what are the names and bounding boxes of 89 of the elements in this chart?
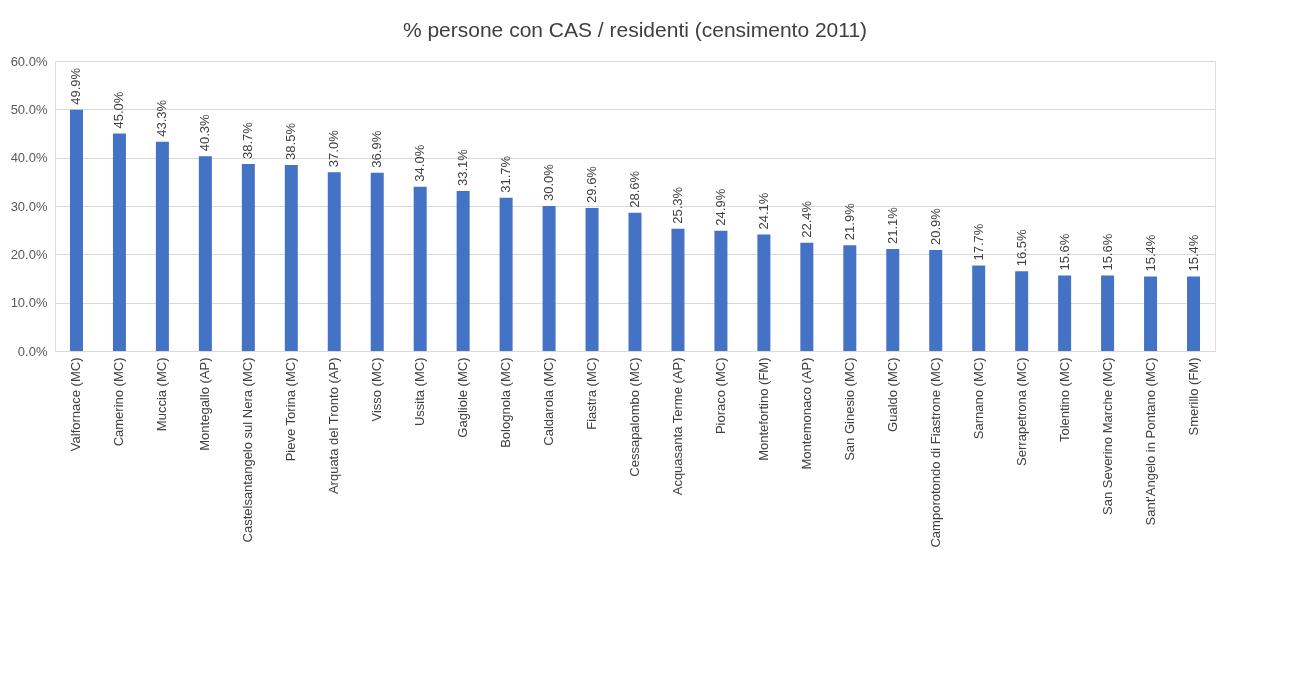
data-label: 22.4% xyxy=(798,200,814,238)
bar xyxy=(1101,275,1115,351)
data-label: 15.6% xyxy=(1056,233,1072,271)
bar xyxy=(327,172,341,351)
bar xyxy=(1058,275,1072,351)
chart-title: % persone con CAS / residenti (censimento 2011) xyxy=(402,18,868,41)
x-tick-label: Muccia (MC) xyxy=(154,357,170,432)
x-tick-label: Pioraco (MC) xyxy=(712,357,728,435)
data-label: 37.0% xyxy=(326,129,342,168)
x-tick-label: Bolognola (MC) xyxy=(498,357,514,448)
data-label: 17.7% xyxy=(970,223,986,261)
x-tick-label: Gualdo (MC) xyxy=(884,357,900,432)
x-tick-label: San Ginesio (MC) xyxy=(841,357,857,461)
data-label: 31.7% xyxy=(498,155,514,193)
data-label: 38.5% xyxy=(283,122,299,160)
data-label: 15.4% xyxy=(1185,234,1201,272)
x-tick-label: Montegallo (AP) xyxy=(197,357,213,451)
x-tick-label: Visso (MC) xyxy=(369,357,385,422)
x-tick-label: Castelsantangelo sul Nera (MC) xyxy=(240,357,256,543)
x-tick-label: Montemonaco (AP) xyxy=(798,357,814,470)
x-tick-label: Fiastra (MC) xyxy=(584,357,600,430)
x-tick-label: Acquasanta Terme (AP) xyxy=(669,357,685,496)
data-label: 21.9% xyxy=(841,202,857,241)
bar xyxy=(112,133,126,351)
y-tick-label: 20.0% xyxy=(10,246,48,262)
x-tick-label: Ussita (MC) xyxy=(412,357,428,427)
x-tick-label: Valfornace (MC) xyxy=(68,357,84,452)
y-tick-label: 10.0% xyxy=(10,295,48,311)
x-tick-label: Serrapetrona (MC) xyxy=(1013,357,1029,466)
data-label: 15.4% xyxy=(1142,234,1158,272)
data-label: 20.9% xyxy=(927,207,943,245)
data-label: 28.6% xyxy=(627,170,642,208)
bar xyxy=(1015,271,1029,351)
x-tick-label: Cessapalombo (MC) xyxy=(627,357,642,477)
data-label: 29.6% xyxy=(584,165,600,203)
x-tick-label: San Severino Marche (MC) xyxy=(1099,357,1115,515)
data-label: 15.6% xyxy=(1099,233,1115,271)
data-label: 49.9% xyxy=(68,67,84,105)
x-tick-label: Gagliole (MC) xyxy=(455,357,471,438)
x-tick-label: Arquata del Tronto (AP) xyxy=(326,357,342,495)
data-label: 36.9% xyxy=(369,130,385,168)
bar xyxy=(198,156,212,351)
bar xyxy=(1187,276,1201,351)
bar xyxy=(542,206,556,351)
data-label: 34.0% xyxy=(412,144,428,182)
x-tick-label: Camerino (MC) xyxy=(111,357,127,447)
bar xyxy=(714,230,728,351)
bar xyxy=(843,245,857,351)
data-label: 30.0% xyxy=(541,163,557,201)
bar xyxy=(800,242,814,351)
y-tick-label: 60.0% xyxy=(10,53,48,69)
x-tick-label: Sant'Angelo in Pontano (MC) xyxy=(1142,357,1158,526)
bar xyxy=(499,197,513,351)
bar xyxy=(413,186,427,351)
x-tick-label: Sarnano (MC) xyxy=(970,357,986,440)
bar xyxy=(585,207,599,351)
data-label: 24.1% xyxy=(755,192,771,230)
x-tick-label: Caldarola (MC) xyxy=(541,357,557,446)
x-tick-label: Montefortino (FM) xyxy=(755,357,771,461)
y-tick-label: 50.0% xyxy=(10,101,48,117)
bar xyxy=(757,234,771,351)
bar xyxy=(929,249,943,351)
data-label: 33.1% xyxy=(455,148,471,187)
bar xyxy=(241,163,255,351)
data-label: 21.1% xyxy=(884,206,900,245)
y-tick-label: 0.0% xyxy=(17,343,48,359)
data-label: 40.3% xyxy=(197,113,213,152)
data-label: 43.3% xyxy=(154,99,170,137)
bar xyxy=(456,191,470,351)
bar xyxy=(671,228,685,351)
y-tick-label: 30.0% xyxy=(10,198,48,214)
data-label: 25.3% xyxy=(669,186,685,224)
data-label: 16.5% xyxy=(1013,228,1029,267)
bar xyxy=(972,265,986,351)
x-tick-label: Pieve Torina (MC) xyxy=(283,357,299,462)
bar xyxy=(155,141,169,351)
x-tick-label: Tolentino (MC) xyxy=(1056,357,1072,443)
bar xyxy=(69,109,83,351)
bar xyxy=(628,212,642,351)
bar xyxy=(886,249,900,351)
bar xyxy=(1144,276,1158,351)
data-label: 38.7% xyxy=(240,121,256,159)
bar xyxy=(284,164,298,351)
bar xyxy=(370,172,384,351)
y-tick-label: 40.0% xyxy=(10,150,48,166)
x-tick-label: Smerillo (FM) xyxy=(1185,357,1201,436)
x-tick-label: Camporotondo di Fiastrone (MC) xyxy=(927,357,943,548)
data-label: 45.0% xyxy=(111,91,127,129)
data-label: 24.9% xyxy=(712,188,728,226)
